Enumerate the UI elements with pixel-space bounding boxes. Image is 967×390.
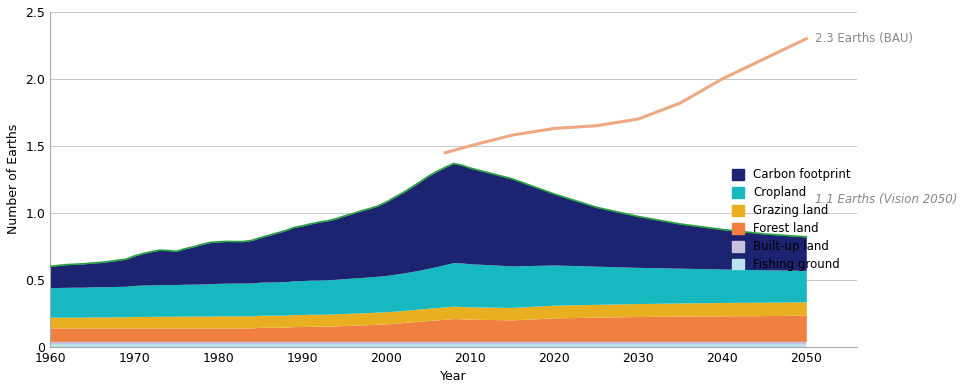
Text: 2.3 Earths (BAU): 2.3 Earths (BAU) <box>815 32 913 45</box>
Text: 1.1 Earths (Vision 2050): 1.1 Earths (Vision 2050) <box>815 193 957 206</box>
X-axis label: Year: Year <box>440 370 467 383</box>
Legend: Carbon footprint, Cropland, Grazing land, Forest land, Built-up land, Fishing gr: Carbon footprint, Cropland, Grazing land… <box>732 168 851 271</box>
Y-axis label: Number of Earths: Number of Earths <box>7 124 20 234</box>
